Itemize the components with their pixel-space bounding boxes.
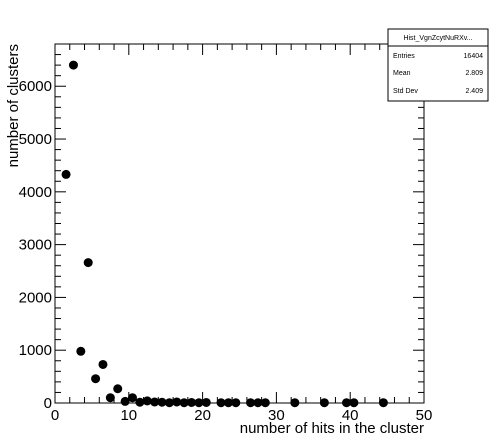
data-point <box>223 398 233 408</box>
stats-stddev-label: Std Dev <box>393 88 418 95</box>
data-point <box>150 397 160 407</box>
data-point <box>68 60 78 70</box>
y-axis-title: number of clusters <box>5 44 22 167</box>
x-tick-label: 30 <box>268 407 285 424</box>
data-point <box>179 398 189 408</box>
data-point <box>319 398 329 408</box>
data-point <box>216 398 226 408</box>
stats-box-title: Hist_VgnZcytNuRXv... <box>403 35 472 42</box>
data-point <box>187 397 197 407</box>
x-tick-label: 20 <box>194 407 211 424</box>
x-tick-label: 0 <box>51 407 59 424</box>
stats-mean-label: Mean <box>393 70 411 77</box>
data-point <box>135 397 145 407</box>
data-point <box>349 398 359 408</box>
data-point <box>194 398 204 408</box>
data-point <box>113 384 123 394</box>
data-point <box>260 398 270 408</box>
data-point <box>172 397 182 407</box>
data-point <box>83 258 93 268</box>
y-axis-tick-labels: 0 1000 2000 3000 4000 5000 6000 <box>19 78 52 412</box>
stats-mean-value: 2.809 <box>465 70 483 77</box>
stats-entries-label: Entries <box>393 53 415 60</box>
y-tick-label: 5000 <box>19 131 52 148</box>
y-tick-label: 3000 <box>19 237 52 254</box>
data-point <box>105 393 115 403</box>
data-point <box>290 398 300 408</box>
x-tick-label: 10 <box>120 407 137 424</box>
y-tick-label: 4000 <box>19 184 52 201</box>
data-point <box>246 398 256 408</box>
stats-stddev-value: 2.409 <box>465 88 483 95</box>
data-point <box>164 398 174 408</box>
y-tick-label: 0 <box>44 395 52 412</box>
stats-box: Hist_VgnZcytNuRXv... Entries 16404 Mean … <box>387 28 489 102</box>
data-point <box>98 359 108 369</box>
data-point <box>142 396 152 406</box>
data-point <box>231 398 241 408</box>
data-point <box>378 398 388 408</box>
data-point <box>253 398 263 408</box>
data-point <box>127 393 137 403</box>
data-point <box>76 346 86 356</box>
stats-entries-value: 16404 <box>464 53 484 60</box>
x-tick-label: 50 <box>416 407 433 424</box>
data-point <box>120 396 130 406</box>
data-point <box>201 397 211 407</box>
data-point <box>61 169 71 179</box>
data-point <box>91 374 101 384</box>
plot-frame <box>54 43 425 404</box>
data-point <box>157 397 167 407</box>
x-axis-title: number of hits in the cluster <box>240 420 424 437</box>
y-tick-label: 6000 <box>19 78 52 95</box>
data-points <box>61 60 388 408</box>
y-tick-label: 1000 <box>19 342 52 359</box>
data-point <box>342 398 352 408</box>
y-tick-label: 2000 <box>19 289 52 306</box>
x-tick-label: 40 <box>342 407 359 424</box>
x-axis-tick-labels: 0 10 20 30 40 50 <box>51 407 433 424</box>
